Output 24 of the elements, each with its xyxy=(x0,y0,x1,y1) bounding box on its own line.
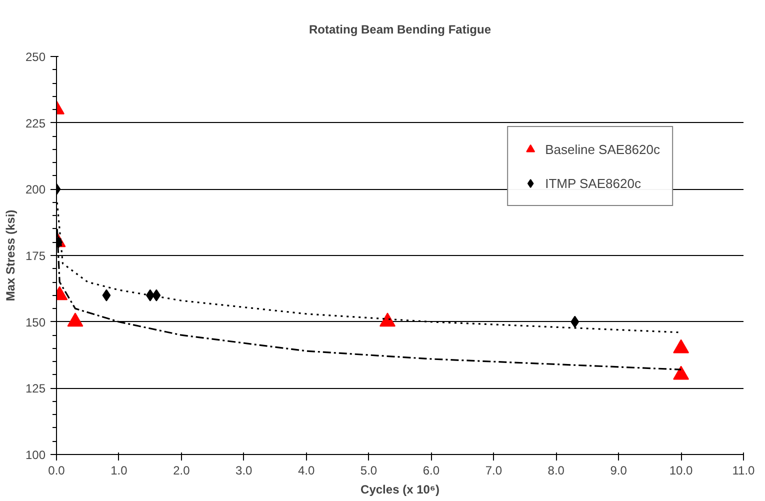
x-tick-label: 2.0 xyxy=(173,464,190,478)
y-tick-label: 175 xyxy=(25,249,46,263)
x-tick-label: 3.0 xyxy=(236,464,253,478)
legend-label: ITMP SAE8620c xyxy=(545,176,641,190)
y-tick-label: 225 xyxy=(25,116,46,130)
y-tick-label: 125 xyxy=(25,382,46,396)
y-axis-title: Max Stress (ksi) xyxy=(3,210,18,302)
x-axis-title: Cycles (x 10⁶) xyxy=(360,482,440,496)
legend-label: Baseline SAE8620c xyxy=(545,142,660,156)
y-tick-label: 100 xyxy=(25,448,46,462)
y-tick-label: 150 xyxy=(25,315,46,330)
x-tick-label: 5.0 xyxy=(360,464,378,478)
x-tick-label: 0.0 xyxy=(48,464,66,478)
x-tick-label: 8.0 xyxy=(548,464,565,478)
y-tick-label: 250 xyxy=(25,50,46,64)
x-tick-label: 1.0 xyxy=(110,464,128,478)
x-tick-label: 6.0 xyxy=(422,464,440,478)
y-tick-label: 200 xyxy=(25,182,46,197)
x-tick-label: 11.0 xyxy=(732,464,756,478)
x-tick-label: 9.0 xyxy=(610,464,628,478)
chart-title: Rotating Beam Bending Fatigue xyxy=(309,22,492,36)
x-tick-label: 10.0 xyxy=(669,464,694,478)
x-tick-label: 4.0 xyxy=(298,464,315,478)
x-tick-label: 7.0 xyxy=(485,464,502,478)
